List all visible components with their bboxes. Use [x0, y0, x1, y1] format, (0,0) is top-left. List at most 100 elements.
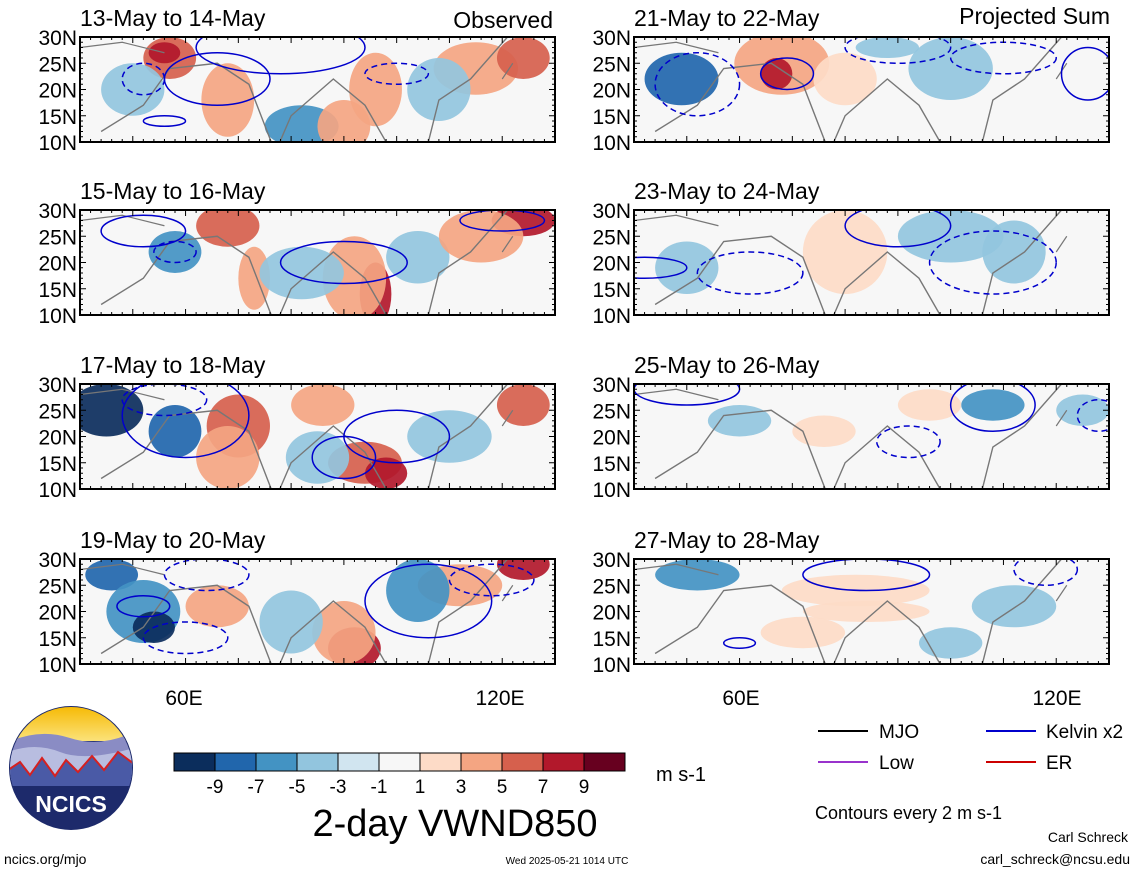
- field-shade: [496, 559, 550, 580]
- kelvin-contour: [928, 230, 1057, 295]
- site-url[interactable]: ncics.org/mjo: [4, 851, 87, 867]
- colorbar-tick-label: 7: [538, 777, 549, 798]
- field-shade: [802, 601, 930, 622]
- field-shade: [813, 52, 877, 106]
- colorbar-tick-label: 3: [456, 777, 467, 798]
- field-shade: [792, 415, 856, 447]
- kelvin-contour: [364, 62, 430, 85]
- panel: 30N 25N 20N 15N 10N 21-May to 22-May: [592, 5, 1110, 155]
- kelvin-contour: [654, 52, 741, 117]
- field-shade: [148, 42, 181, 64]
- y-tick-label: 30N: [592, 549, 631, 572]
- field-shade: [1056, 394, 1109, 426]
- kelvin-contour: [459, 210, 546, 232]
- coastline: [634, 388, 1068, 427]
- panel-label: 13-May to 14-May: [80, 5, 266, 31]
- kelvin-contour: [163, 559, 250, 592]
- x-tick-label-60e-right: 60E: [722, 687, 759, 710]
- y-tick-label: 15N: [38, 279, 77, 302]
- panel-label: 25-May to 26-May: [634, 352, 820, 378]
- colorbar-swatch: [378, 752, 421, 772]
- timestamp: Wed 2025-05-21 1014 UTC: [506, 856, 629, 867]
- field-shade: [285, 431, 350, 484]
- colorbar-swatch: [173, 752, 216, 772]
- author-email[interactable]: carl_schreck@ncsu.edu: [980, 851, 1130, 867]
- kelvin-contour: [121, 384, 250, 459]
- y-tick-label: 10N: [592, 132, 631, 155]
- kelvin-contour: [116, 595, 171, 618]
- y-tick-label: 20N: [592, 80, 631, 103]
- colorbar-swatch: [255, 752, 298, 772]
- y-tick-label: 25N: [592, 53, 631, 76]
- field-shade: [438, 210, 524, 263]
- x-tick-label-60e-left: 60E: [165, 687, 202, 710]
- units-label: m s-1: [656, 764, 706, 786]
- colorbar-swatch: [337, 752, 380, 772]
- field-shade: [971, 585, 1057, 628]
- coastline: [80, 563, 514, 602]
- panel-label: 17-May to 18-May: [80, 352, 266, 378]
- colorbar-swatch: [542, 752, 585, 772]
- legend-label-low: Low: [879, 753, 914, 774]
- field-shade: [760, 58, 793, 90]
- kelvin-contour: [142, 115, 187, 127]
- coastline: [654, 210, 1063, 315]
- kelvin-contour: [844, 37, 952, 64]
- kelvin-contour: [279, 240, 408, 285]
- colorbar-swatch: [583, 752, 626, 772]
- y-tick-label: 25N: [592, 400, 631, 423]
- colorbar-swatch: [296, 752, 339, 772]
- legend-label-kelvin: Kelvin x2: [1046, 722, 1123, 743]
- legend-label-mjo: MJO: [879, 722, 919, 743]
- y-tick-label: 10N: [38, 654, 77, 677]
- field-shade: [897, 389, 962, 421]
- field-shade: [349, 52, 402, 127]
- coastline: [80, 388, 514, 427]
- colorbar-tick-label: 9: [579, 777, 590, 798]
- y-tick-label: 30N: [38, 549, 77, 572]
- anomaly-field: [634, 559, 1079, 664]
- panel: 30N 25N 20N 15N 10N 13-May to 14-May: [38, 5, 556, 155]
- y-tick-label: 10N: [592, 479, 631, 502]
- anomaly-field: [80, 559, 550, 664]
- field-shade: [961, 389, 1025, 421]
- y-tick-label: 25N: [38, 575, 77, 598]
- colorbar-tick-label: -1: [371, 777, 388, 798]
- field-shade: [919, 627, 983, 659]
- anomaly-field: [80, 37, 550, 142]
- kelvin-contour: [949, 384, 1036, 432]
- field-shade: [644, 52, 719, 106]
- panel-label: 15-May to 16-May: [80, 178, 266, 204]
- field-shade: [101, 63, 165, 116]
- field-shade: [897, 210, 1004, 263]
- panel: 30N 25N 20N 15N 10N 17-May to 18-May: [38, 352, 556, 502]
- y-tick-label: 25N: [38, 400, 77, 423]
- colorbar-tick-label: 1: [415, 777, 426, 798]
- colorbar-tick-label: -9: [207, 777, 224, 798]
- field-shade: [386, 559, 450, 622]
- x-tick-label-120e-right: 120E: [1032, 687, 1081, 710]
- coastline: [100, 37, 509, 142]
- observed-label: Observed: [453, 7, 553, 33]
- kelvin-contour: [876, 425, 941, 459]
- y-tick-label: 25N: [592, 226, 631, 249]
- y-tick-label: 30N: [592, 200, 631, 223]
- anomaly-field: [634, 384, 1109, 489]
- logo-text: NCICS: [35, 791, 107, 817]
- y-tick-label: 30N: [38, 27, 77, 50]
- field-shade: [707, 405, 772, 437]
- field-shade: [291, 384, 355, 426]
- field-shade: [148, 405, 202, 458]
- y-tick-label: 10N: [592, 305, 631, 328]
- colorbar-swatch: [419, 752, 462, 772]
- kelvin-contour: [121, 384, 208, 417]
- y-tick-label: 20N: [38, 80, 77, 103]
- field-shade: [148, 231, 202, 273]
- kelvin-contour: [142, 621, 229, 655]
- colorbar-tick-label: -5: [289, 777, 306, 798]
- colorbar-tick-label: 5: [497, 777, 508, 798]
- panel-label: 19-May to 20-May: [80, 527, 266, 553]
- y-tick-label: 20N: [38, 602, 77, 625]
